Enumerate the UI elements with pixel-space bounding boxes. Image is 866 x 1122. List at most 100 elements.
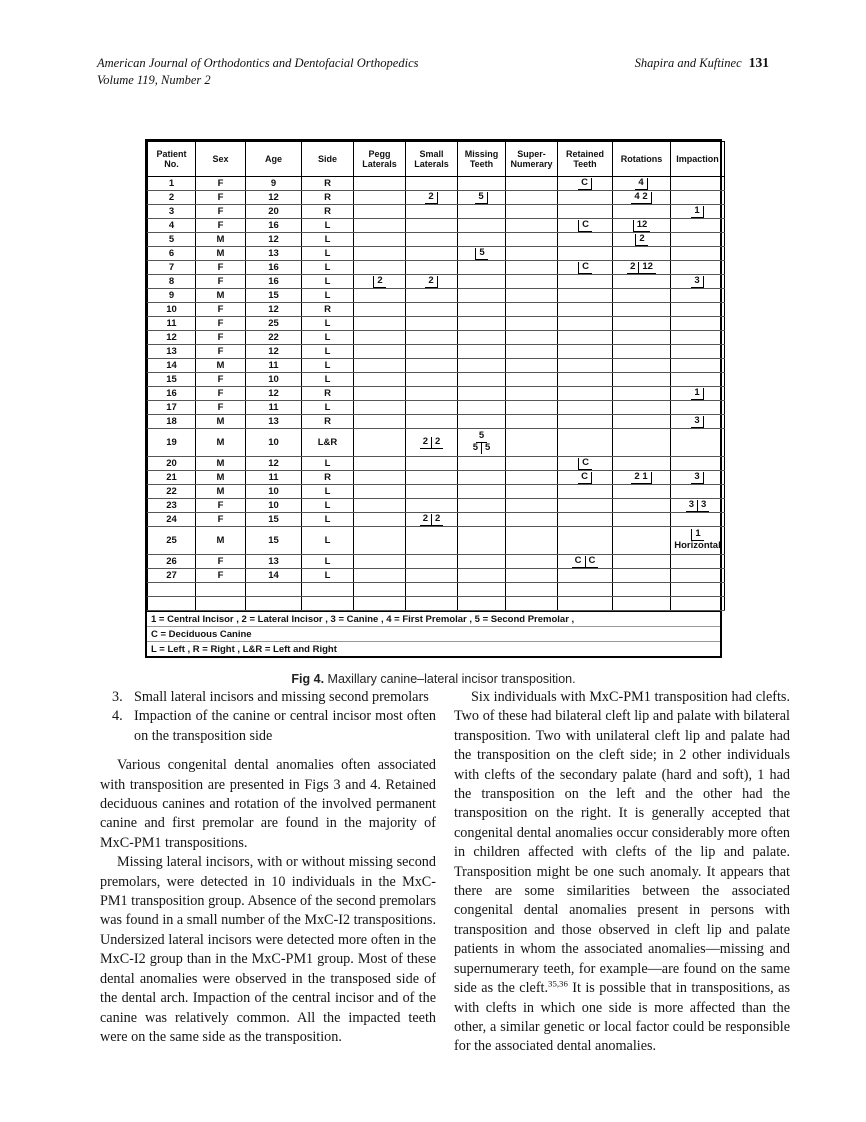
- palmer-notation: 3: [691, 276, 704, 288]
- table-cell: L: [301, 554, 354, 569]
- table-cell: 15: [245, 512, 302, 527]
- table-cell: [405, 386, 458, 401]
- table-cell: [505, 302, 558, 317]
- table-row: 9 M 15 L: [147, 288, 725, 303]
- table-row: 22 M 10 L: [147, 484, 725, 499]
- table-cell: [557, 498, 613, 513]
- palmer-notation: C: [578, 458, 592, 470]
- table-row: 8 F 16 L 2 2 3: [147, 274, 725, 289]
- table-cell: [612, 246, 671, 261]
- table-cell: [353, 316, 406, 331]
- table-cell: L: [301, 274, 354, 289]
- table-cell: 11: [245, 358, 302, 373]
- column-header: Small Laterals: [405, 141, 458, 177]
- table-cell: M: [195, 470, 246, 485]
- table-cell: L&R: [301, 428, 354, 457]
- table-cell: [670, 456, 725, 471]
- column-header: Impaction: [670, 141, 725, 177]
- table-cell: [505, 218, 558, 233]
- table-cell: [457, 218, 506, 233]
- table-cell: [353, 190, 406, 205]
- table-cell: [505, 246, 558, 261]
- table-row: 17 F 11 L: [147, 400, 725, 415]
- table-cell: 22: [147, 484, 196, 499]
- table-cell: [457, 260, 506, 275]
- table-cell: [670, 344, 725, 359]
- table-cell: C: [557, 260, 613, 275]
- table-row: 10 F 12 R: [147, 302, 725, 317]
- table-cell: [405, 568, 458, 583]
- table-cell: [505, 414, 558, 429]
- table-row: 25 M 15 L 1 Horizontal: [147, 526, 725, 555]
- table-cell: [405, 288, 458, 303]
- table-cell: [505, 260, 558, 275]
- table-cell: 15: [245, 288, 302, 303]
- table-cell: [612, 274, 671, 289]
- table-cell: [505, 204, 558, 219]
- table-cell: 13: [245, 554, 302, 569]
- table-cell: 4 2: [612, 190, 671, 205]
- paragraph-text: Six individuals with MxC-PM1 transpositi…: [454, 689, 790, 997]
- table-cell: [670, 554, 725, 569]
- paragraph: Six individuals with MxC-PM1 transpositi…: [454, 688, 790, 1057]
- palmer-notation: 1: [691, 388, 704, 400]
- journal-volume: Volume 119, Number 2: [97, 72, 211, 87]
- table-cell: L: [301, 568, 354, 583]
- table-cell: [405, 554, 458, 569]
- table-cell: [670, 190, 725, 205]
- table-cell: [612, 386, 671, 401]
- table-cell: M: [195, 288, 246, 303]
- table-cell: 10: [245, 372, 302, 387]
- table-cell: 11: [245, 400, 302, 415]
- stacked-top: 1: [672, 529, 723, 542]
- table-cell: [405, 204, 458, 219]
- table-footnotes: 1 = Central Incisor , 2 = Lateral Inciso…: [147, 611, 720, 656]
- table-cell: [353, 456, 406, 471]
- table-cell: [457, 204, 506, 219]
- table-cell: 24: [147, 512, 196, 527]
- table-cell: L: [301, 232, 354, 247]
- table-cell: [353, 512, 406, 527]
- table-row: [147, 596, 725, 611]
- table-cell: 23: [147, 498, 196, 513]
- table-cell: F: [195, 190, 246, 205]
- table-cell: F: [195, 204, 246, 219]
- palmer-notation: 4 2: [631, 192, 652, 204]
- table-cell: [670, 428, 725, 457]
- table-cell: 2 12: [612, 260, 671, 275]
- table-cell: [612, 358, 671, 373]
- table-cell: [457, 512, 506, 527]
- table-cell: F: [195, 344, 246, 359]
- table-cell: [612, 428, 671, 457]
- table-cell: M: [195, 232, 246, 247]
- table-cell: [457, 358, 506, 373]
- table-row: 13 F 12 L: [147, 344, 725, 359]
- table-cell: [405, 400, 458, 415]
- table-cell: [353, 400, 406, 415]
- palmer-notation: 1: [691, 529, 704, 542]
- table-cell: [147, 582, 196, 597]
- table-cell: [405, 470, 458, 485]
- table-cell: 13: [245, 246, 302, 261]
- table-cell: [405, 526, 458, 555]
- table-cell: [353, 232, 406, 247]
- table-cell: [505, 596, 558, 611]
- table-cell: [557, 596, 613, 611]
- table-cell: [670, 302, 725, 317]
- table-cell: 22: [245, 330, 302, 345]
- table-cell: L: [301, 288, 354, 303]
- table-cell: M: [195, 428, 246, 457]
- table-cell: L: [301, 498, 354, 513]
- table-row: 23 F 10 L 3 3: [147, 498, 725, 513]
- table-cell: [557, 512, 613, 527]
- table-cell: 1: [670, 386, 725, 401]
- table-cell: [612, 484, 671, 499]
- table-cell: 14: [147, 358, 196, 373]
- palmer-notation: 1: [691, 206, 704, 218]
- table-cell: [457, 176, 506, 191]
- palmer-notation: 12: [632, 220, 651, 232]
- table-cell: 18: [147, 414, 196, 429]
- table-cell: M: [195, 526, 246, 555]
- table-cell: [557, 190, 613, 205]
